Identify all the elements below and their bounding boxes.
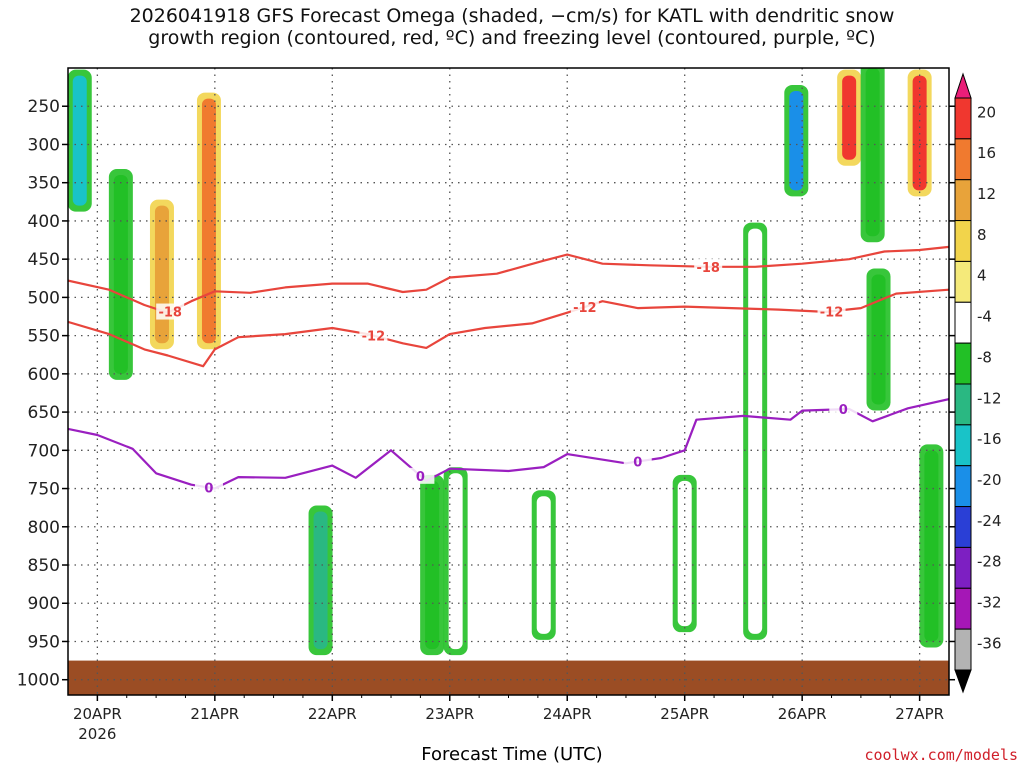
y-tick-label: 1000 xyxy=(17,671,60,691)
contour-dgz_minus18 xyxy=(68,245,949,314)
colorbar-box xyxy=(954,260,972,303)
x-tick-label: 22APR xyxy=(308,705,357,723)
omega-cell xyxy=(871,274,886,405)
colorbar-label: 12 xyxy=(977,185,996,203)
contour-label-bg xyxy=(359,327,388,344)
y-tick-label: 250 xyxy=(28,97,60,117)
y-tick-label: 300 xyxy=(28,135,60,155)
contour-label: 0 xyxy=(633,456,642,471)
contour-label-bg xyxy=(194,479,223,496)
colorbar-label: -32 xyxy=(977,594,1002,612)
omega-cell xyxy=(313,511,328,650)
y-tick-label: 950 xyxy=(28,632,60,652)
colorbar-box xyxy=(954,587,972,630)
colorbar-bottom-triangle xyxy=(954,669,972,694)
omega-cell xyxy=(448,473,463,650)
x-tick-label: 23APR xyxy=(425,705,474,723)
colorbar-box xyxy=(954,342,972,385)
y-tick-label: 400 xyxy=(28,212,60,232)
colorbar-label: -8 xyxy=(977,348,992,366)
x-tick-label: 26APR xyxy=(778,705,827,723)
omega-cell xyxy=(748,228,763,634)
x-tick-label: 20APR xyxy=(73,705,122,723)
x-tick-label: 25APR xyxy=(660,705,709,723)
y-tick-label: 500 xyxy=(28,288,60,308)
colorbar-box xyxy=(954,220,972,262)
colorbar-label: -36 xyxy=(977,634,1002,652)
colorbar-top-triangle xyxy=(954,72,972,99)
y-tick-label: 550 xyxy=(28,327,60,347)
colorbar-box xyxy=(954,138,972,181)
contour-label: -12 xyxy=(362,330,386,345)
colorbar-label: 20 xyxy=(977,103,996,121)
contour-label-bg xyxy=(694,258,723,275)
contour-label-bg xyxy=(817,303,846,320)
y-tick-label: 900 xyxy=(28,594,60,614)
y-tick-label: 450 xyxy=(28,250,60,270)
colorbar-box xyxy=(954,424,972,467)
x-tick-label: 27APR xyxy=(895,705,944,723)
contour-label: -18 xyxy=(158,306,182,321)
contour-label: -12 xyxy=(573,301,597,316)
omega-cell xyxy=(677,480,692,627)
credit-link[interactable]: coolwx.com/models xyxy=(864,746,1018,764)
y-tick-label: 750 xyxy=(28,480,60,500)
contour-label-bg xyxy=(570,298,599,315)
colorbar-box xyxy=(954,465,972,508)
x-tick-label: 24APR xyxy=(543,705,592,723)
x-year-label: 2026 xyxy=(78,725,116,743)
contour-dgz_minus12 xyxy=(68,288,949,368)
omega-cell xyxy=(113,175,128,374)
colorbar-box xyxy=(954,546,972,589)
omega-cell xyxy=(924,450,939,642)
y-tick-label: 650 xyxy=(28,403,60,423)
y-tick-label: 800 xyxy=(28,518,60,538)
colorbar-label: 16 xyxy=(977,144,996,162)
contour-label: 0 xyxy=(204,482,213,497)
colorbar-box xyxy=(954,383,972,426)
colorbar-label: 4 xyxy=(977,267,987,285)
x-tick-label: 21APR xyxy=(190,705,239,723)
contour-label-bg xyxy=(156,303,185,320)
y-tick-label: 850 xyxy=(28,556,60,576)
omega-cell xyxy=(201,98,216,344)
colorbar-label: -12 xyxy=(977,389,1002,407)
colorbar-label: -28 xyxy=(977,553,1002,571)
omega-cell xyxy=(72,75,87,206)
contour-label-bg xyxy=(406,467,435,484)
omega-cell xyxy=(865,68,880,237)
chart-title-line-2: growth region (contoured, red, ºC) and f… xyxy=(148,27,876,49)
colorbar-label: -16 xyxy=(977,430,1002,448)
colorbar-label: 8 xyxy=(977,226,987,244)
omega-cell xyxy=(154,205,169,344)
y-tick-label: 700 xyxy=(28,441,60,461)
colorbar-box xyxy=(954,628,972,671)
y-tick-label: 600 xyxy=(28,365,60,385)
contour-label-bg xyxy=(623,453,652,470)
colorbar-label: -24 xyxy=(977,512,1002,530)
colorbar-box xyxy=(954,301,972,344)
contour-label-bg xyxy=(829,401,858,418)
x-axis-label: Forecast Time (UTC) xyxy=(421,744,603,765)
colorbar-box xyxy=(954,97,972,140)
contour-label: 0 xyxy=(839,403,848,418)
y-tick-label: 350 xyxy=(28,174,60,194)
contour-label: -18 xyxy=(696,261,720,276)
colorbar-box xyxy=(954,506,972,548)
omega-cell xyxy=(842,75,857,160)
contour-label: -12 xyxy=(820,305,844,320)
omega-cell xyxy=(912,75,927,191)
chart-title-line-1: 2026041918 GFS Forecast Omega (shaded, −… xyxy=(129,5,895,27)
contour-label: 0 xyxy=(416,470,425,485)
colorbar-label: -20 xyxy=(977,471,1002,489)
colorbar-label: -4 xyxy=(977,308,992,326)
omega-cell xyxy=(789,90,804,191)
colorbar-box xyxy=(954,179,972,222)
surface-band xyxy=(68,660,949,695)
